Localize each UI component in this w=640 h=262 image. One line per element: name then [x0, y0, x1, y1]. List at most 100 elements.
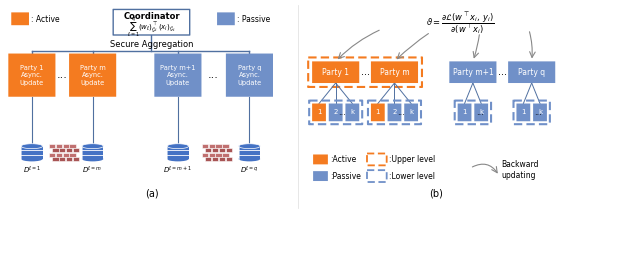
Text: 1: 1 — [521, 109, 525, 115]
Text: ...: ... — [360, 67, 369, 77]
Bar — [66, 157, 72, 161]
Bar — [212, 149, 218, 152]
Text: Party 1: Party 1 — [322, 68, 349, 77]
Bar — [216, 144, 221, 148]
Text: (b): (b) — [429, 189, 443, 199]
Text: $D^{\ell=m}$: $D^{\ell=m}$ — [83, 164, 103, 175]
Ellipse shape — [21, 156, 43, 161]
Text: (a): (a) — [145, 189, 158, 199]
Ellipse shape — [21, 144, 43, 149]
Bar — [222, 144, 228, 148]
Text: Secure Aggregation: Secure Aggregation — [109, 40, 193, 49]
Text: Coordinator: Coordinator — [123, 12, 180, 21]
FancyBboxPatch shape — [449, 61, 497, 83]
Text: ...: ... — [339, 108, 346, 117]
FancyBboxPatch shape — [329, 103, 342, 121]
Text: Party m+1: Party m+1 — [452, 68, 493, 77]
Text: Party 1
Async.
Update: Party 1 Async. Update — [20, 65, 44, 86]
Bar — [222, 153, 228, 157]
FancyBboxPatch shape — [313, 155, 328, 164]
Text: :Lower level: :Lower level — [388, 172, 435, 181]
Text: ...: ... — [208, 70, 219, 80]
Text: Backward
updating: Backward updating — [501, 160, 539, 180]
Text: :Passive: :Passive — [330, 172, 361, 181]
Text: $D^{\ell=1}$: $D^{\ell=1}$ — [22, 164, 41, 175]
FancyBboxPatch shape — [12, 12, 29, 25]
Text: k: k — [409, 109, 413, 115]
FancyBboxPatch shape — [69, 53, 116, 97]
FancyBboxPatch shape — [516, 103, 531, 121]
Bar — [52, 157, 58, 161]
FancyBboxPatch shape — [388, 103, 401, 121]
Bar — [69, 153, 76, 157]
FancyBboxPatch shape — [313, 171, 328, 181]
Text: Party q: Party q — [518, 68, 545, 77]
Bar — [239, 146, 260, 159]
FancyBboxPatch shape — [8, 53, 56, 97]
Bar — [202, 144, 208, 148]
Text: Party m: Party m — [380, 68, 410, 77]
FancyBboxPatch shape — [217, 12, 235, 25]
Bar — [209, 144, 215, 148]
Bar — [56, 144, 62, 148]
Bar — [63, 153, 69, 157]
Text: ...: ... — [476, 108, 484, 117]
FancyBboxPatch shape — [508, 61, 556, 83]
Bar — [59, 149, 65, 152]
Bar — [226, 149, 232, 152]
Text: k: k — [538, 109, 542, 115]
Bar — [219, 149, 225, 152]
Bar — [56, 153, 62, 157]
Text: ...: ... — [57, 70, 68, 80]
Bar — [59, 157, 65, 161]
Text: Party q
Async.
Update: Party q Async. Update — [237, 65, 262, 86]
Ellipse shape — [82, 144, 104, 149]
Bar — [209, 153, 215, 157]
Ellipse shape — [167, 144, 189, 149]
Bar — [66, 149, 72, 152]
Bar — [167, 146, 189, 159]
Text: Party m+1
Async.
Update: Party m+1 Async. Update — [160, 65, 196, 86]
Bar — [219, 157, 225, 161]
Text: k: k — [350, 109, 355, 115]
Ellipse shape — [82, 156, 104, 161]
FancyBboxPatch shape — [404, 103, 418, 121]
FancyBboxPatch shape — [474, 103, 488, 121]
Bar — [49, 153, 55, 157]
Text: ...: ... — [498, 67, 507, 77]
Bar — [73, 157, 79, 161]
Bar — [216, 153, 221, 157]
FancyBboxPatch shape — [226, 53, 273, 97]
Text: 1: 1 — [317, 109, 321, 115]
FancyBboxPatch shape — [312, 103, 326, 121]
FancyBboxPatch shape — [371, 103, 385, 121]
Ellipse shape — [239, 144, 260, 149]
Text: ...: ... — [397, 108, 405, 117]
FancyBboxPatch shape — [371, 61, 418, 83]
FancyBboxPatch shape — [154, 53, 202, 97]
Bar — [226, 157, 232, 161]
Text: $\vartheta=\dfrac{\partial\mathcal{L}(w^\top x_i,\,y_i)}{\partial(w^\top x_i)}$: $\vartheta=\dfrac{\partial\mathcal{L}(w^… — [426, 11, 494, 37]
Text: k: k — [479, 109, 483, 115]
FancyBboxPatch shape — [346, 103, 359, 121]
Text: Party m
Async.
Update: Party m Async. Update — [80, 65, 106, 86]
Bar — [69, 144, 76, 148]
Text: : Active: : Active — [31, 15, 60, 24]
Text: 1: 1 — [376, 109, 380, 115]
Ellipse shape — [167, 156, 189, 161]
Text: $\sum_{\ell=1}^{q}(w_\ell)^\top_{\mathcal{G}_\ell}(x_i)_{\mathcal{G}_\ell}$: $\sum_{\ell=1}^{q}(w_\ell)^\top_{\mathca… — [127, 15, 175, 39]
Text: 2: 2 — [333, 109, 338, 115]
Bar — [21, 146, 43, 159]
Bar — [202, 153, 208, 157]
Bar — [63, 144, 69, 148]
Text: : Passive: : Passive — [237, 15, 270, 24]
Bar — [73, 149, 79, 152]
Bar — [52, 149, 58, 152]
Bar — [205, 149, 211, 152]
Bar — [212, 157, 218, 161]
Text: :Active: :Active — [330, 155, 356, 164]
Text: 2: 2 — [392, 109, 397, 115]
Text: $D^{\ell=m+1}$: $D^{\ell=m+1}$ — [163, 164, 193, 175]
Text: :Upper level: :Upper level — [388, 155, 435, 164]
Bar — [82, 146, 104, 159]
